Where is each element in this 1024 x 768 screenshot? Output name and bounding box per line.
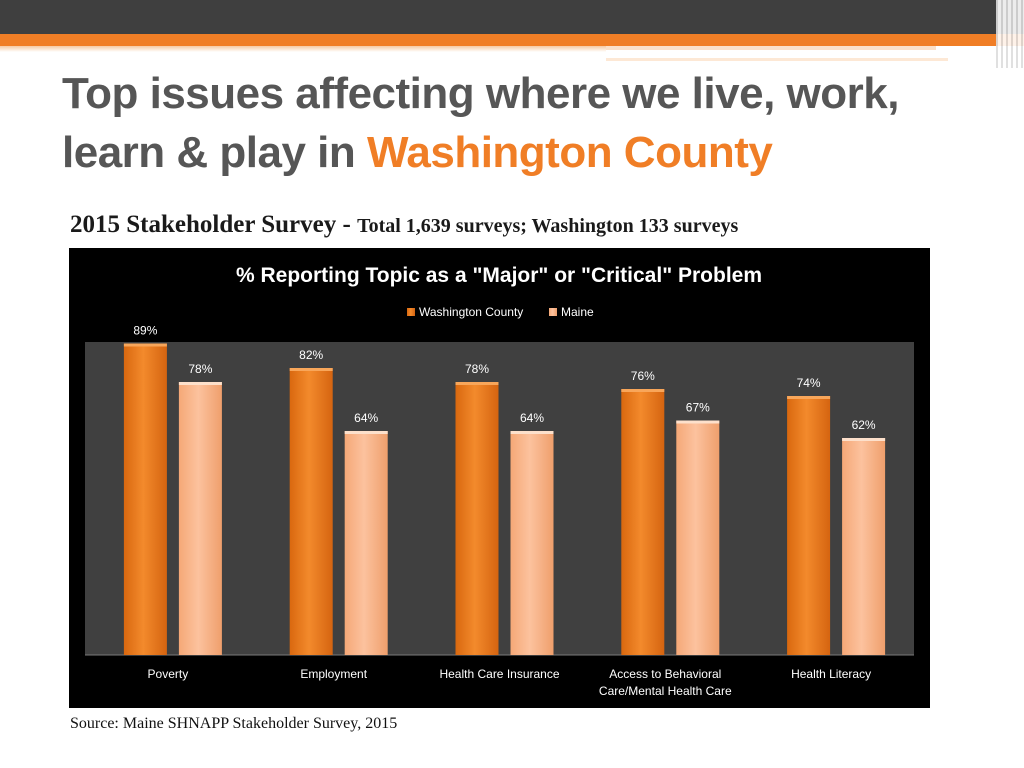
- slide-title: Top issues affecting where we live, work…: [62, 64, 962, 182]
- x-tick-label-line: Health Care Insurance: [439, 667, 559, 681]
- x-axis-labels: Poverty Employment Health Care Insurance Ac…: [148, 667, 872, 698]
- legend-label-washington: Washington County: [419, 305, 523, 319]
- data-label-maine-4: 67%: [686, 401, 710, 415]
- plot-area: [85, 342, 914, 655]
- subtitle-survey-name: 2015 Stakeholder Survey -: [70, 211, 358, 238]
- legend-swatch-maine: [549, 308, 557, 316]
- slide-subtitle: 2015 Stakeholder Survey - Total 1,639 su…: [70, 211, 1010, 239]
- x-tick-label-1: Poverty: [148, 667, 189, 681]
- bar-maine-4: [676, 420, 720, 655]
- bar-cap-washington-5: [787, 396, 831, 399]
- x-tick-label-5: Health Literacy: [791, 667, 871, 681]
- top-bar-dark: [0, 0, 1024, 34]
- x-tick-label-line: Health Literacy: [791, 667, 871, 681]
- x-tick-label-2: Employment: [300, 667, 367, 681]
- bar-maine-1: [178, 382, 222, 655]
- data-label-maine-3: 64%: [520, 411, 544, 425]
- legend-label-maine: Maine: [561, 305, 594, 319]
- top-bar-accent-line-2: [606, 58, 948, 61]
- data-label-washington-3: 78%: [465, 362, 489, 376]
- x-tick-label-line: Care/Mental Health Care: [599, 684, 732, 698]
- title-line-2: learn & play in: [62, 128, 367, 177]
- title-highlight: Washington County: [366, 128, 773, 177]
- bar-cap-washington-4: [621, 389, 665, 392]
- bars-group: 89% 78% 82% 64% 78% 64% 76% 67% 74% 62%: [123, 324, 886, 655]
- data-label-washington-4: 76%: [631, 369, 655, 383]
- chart-panel: % Reporting Topic as a "Major" or "Criti…: [69, 248, 930, 708]
- data-label-washington-1: 89%: [133, 324, 157, 338]
- bar-washington-3: [455, 382, 499, 655]
- x-tick-label-line: Poverty: [148, 667, 189, 681]
- bar-chart: % Reporting Topic as a "Major" or "Criti…: [85, 264, 914, 698]
- bar-washington-5: [787, 396, 831, 655]
- data-label-washington-2: 82%: [299, 348, 323, 362]
- title-line-1: Top issues affecting where we live, work…: [62, 69, 899, 118]
- bar-cap-maine-2: [344, 431, 388, 434]
- bar-washington-4: [621, 389, 665, 655]
- top-bar-accent-line: [606, 46, 936, 50]
- bar-cap-maine-5: [842, 438, 886, 441]
- bar-cap-washington-2: [289, 368, 333, 371]
- chart-legend: Washington County Maine: [407, 305, 594, 319]
- bar-cap-maine-1: [178, 382, 222, 385]
- bar-maine-3: [510, 431, 554, 655]
- bar-washington-2: [289, 368, 333, 655]
- chart-title: % Reporting Topic as a "Major" or "Criti…: [236, 264, 762, 287]
- x-tick-label-line: Employment: [300, 667, 367, 681]
- data-label-maine-1: 78%: [188, 362, 212, 376]
- top-bar-shadow: [0, 46, 606, 52]
- legend-swatch-washington: [407, 308, 415, 316]
- x-tick-label-line: Access to Behavioral: [609, 667, 721, 681]
- bar-cap-washington-3: [455, 382, 499, 385]
- bar-maine-2: [344, 431, 388, 655]
- data-label-washington-5: 74%: [797, 376, 821, 390]
- data-label-maine-5: 62%: [852, 418, 876, 432]
- source-note: Source: Maine SHNAPP Stakeholder Survey,…: [70, 715, 398, 732]
- x-tick-label-4: Access to Behavioral Care/Mental Health C…: [599, 667, 732, 698]
- bar-cap-washington-1: [123, 343, 167, 347]
- subtitle-survey-counts: Total 1,639 surveys; Washington 133 surv…: [357, 215, 739, 237]
- data-label-maine-2: 64%: [354, 411, 378, 425]
- bar-cap-maine-4: [676, 420, 720, 424]
- x-tick-label-3: Health Care Insurance: [439, 667, 559, 681]
- bar-cap-maine-3: [510, 431, 554, 434]
- bar-washington-1: [123, 343, 167, 655]
- bar-maine-5: [842, 438, 886, 655]
- top-bar-orange: [0, 34, 1024, 46]
- corner-stripes-decoration: [996, 0, 1024, 68]
